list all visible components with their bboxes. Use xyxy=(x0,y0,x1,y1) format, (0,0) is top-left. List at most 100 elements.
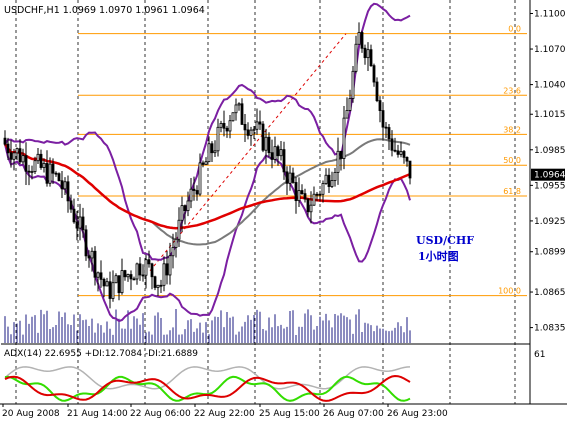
candle-body xyxy=(183,205,187,212)
candle-body xyxy=(150,263,154,278)
candle-body xyxy=(198,162,202,195)
candle-body xyxy=(171,247,175,257)
candle-body xyxy=(81,216,85,231)
candle-body xyxy=(231,112,235,122)
candle-body xyxy=(210,143,214,154)
candle-body xyxy=(54,172,58,175)
candle-body xyxy=(15,148,19,154)
candle-body xyxy=(258,121,262,125)
moving-averages xyxy=(3,138,411,246)
candle-body xyxy=(69,200,73,210)
candle-body xyxy=(297,190,301,202)
candle-body xyxy=(330,180,334,187)
candle-body xyxy=(270,152,274,160)
candle-body xyxy=(396,150,400,155)
candle-body xyxy=(249,129,253,136)
price-tick-label: 1.1040 xyxy=(534,81,566,91)
candle-body xyxy=(63,181,67,190)
candle-body xyxy=(384,126,388,129)
candle-body xyxy=(177,219,181,240)
candle-body xyxy=(228,120,232,132)
price-tick-label: 1.0865 xyxy=(534,288,566,298)
candle-body xyxy=(378,100,382,111)
candle-body xyxy=(237,103,241,106)
time-tick-label: 22 Aug 06:00 xyxy=(130,409,191,419)
candle-body xyxy=(51,163,55,174)
annotation-pair: USD/CHF xyxy=(416,234,474,247)
symbol-header: USDCHF,H1 1.0969 1.0970 1.0961 1.0964 xyxy=(4,5,205,16)
candle-body xyxy=(108,281,112,299)
indicator-label: ADX(14) 22.6955 +DI:12.7084 -DI:21.6889 xyxy=(4,349,198,359)
fib-level-label: 61.8 xyxy=(503,187,521,196)
bollinger-upper-line xyxy=(4,2,411,261)
time-tick-label: 25 Aug 15:00 xyxy=(259,409,320,419)
minus-di-line xyxy=(4,374,411,402)
candle-body xyxy=(12,152,16,160)
candle-body xyxy=(300,190,304,195)
candle-body xyxy=(321,183,325,195)
candle-body xyxy=(42,163,46,168)
candle-body xyxy=(72,208,76,223)
current-price-label: 1.0964 xyxy=(534,171,566,181)
candle-body xyxy=(153,276,157,288)
candle-body xyxy=(264,136,268,151)
candle-body xyxy=(33,160,37,172)
candle-body xyxy=(132,278,136,281)
candle-body xyxy=(369,49,373,67)
fibonacci-retracement[interactable]: 0.0 23.6 38.2 50.0 61.8 100.0 xyxy=(78,25,527,297)
candle-body xyxy=(243,124,247,131)
candle-body xyxy=(402,151,406,158)
candle-body xyxy=(27,170,31,173)
price-tick-label: 1.1015 xyxy=(534,110,566,120)
candle-body xyxy=(141,274,145,277)
candle-body xyxy=(225,127,229,132)
candle-body xyxy=(219,123,223,128)
candle-body xyxy=(165,263,169,276)
candle-body xyxy=(336,150,340,173)
candle-body xyxy=(21,155,25,163)
candle-body xyxy=(9,152,13,160)
candle-body xyxy=(96,272,100,278)
candle-body xyxy=(60,180,64,190)
price-tick-label: 1.0985 xyxy=(534,146,566,156)
candle-body xyxy=(93,250,97,278)
candle-body xyxy=(192,188,196,191)
candle-body xyxy=(201,162,205,165)
candle-body xyxy=(333,171,337,181)
fib-level-label: 50.0 xyxy=(503,156,521,165)
candle-body xyxy=(216,126,220,152)
candle-body xyxy=(222,123,226,129)
candle-body xyxy=(186,200,190,212)
candle-body xyxy=(306,198,310,213)
candle-body xyxy=(399,151,403,155)
candle-body xyxy=(45,163,49,184)
candle-body xyxy=(99,272,103,280)
candle-body xyxy=(240,103,244,125)
current-price-marker xyxy=(531,168,565,181)
candle-body xyxy=(408,160,412,179)
price-tick-label: 1.0955 xyxy=(534,181,566,191)
fib-level-label: 100.0 xyxy=(498,287,521,296)
candle-body xyxy=(180,205,184,221)
candle-body xyxy=(168,255,172,276)
time-axis: 20 Aug 2008 21 Aug 14:00 22 Aug 06:00 22 Au… xyxy=(2,404,448,419)
candle-body xyxy=(318,193,322,196)
candle-body xyxy=(276,146,280,157)
candle-body xyxy=(339,150,343,159)
candle-body xyxy=(327,174,331,187)
candle-body xyxy=(84,229,88,257)
candle-body xyxy=(375,81,379,102)
candle-body xyxy=(354,43,358,72)
candle-body xyxy=(252,128,256,131)
time-tick-label: 26 Aug 07:00 xyxy=(323,409,384,419)
time-tick-label: 22 Aug 22:00 xyxy=(194,409,255,419)
candle-body xyxy=(246,129,250,136)
candle-body xyxy=(90,250,94,259)
bollinger-lower-line xyxy=(4,143,411,323)
candle-body xyxy=(57,173,61,182)
candle-body xyxy=(105,281,109,287)
candle-body xyxy=(372,65,376,83)
